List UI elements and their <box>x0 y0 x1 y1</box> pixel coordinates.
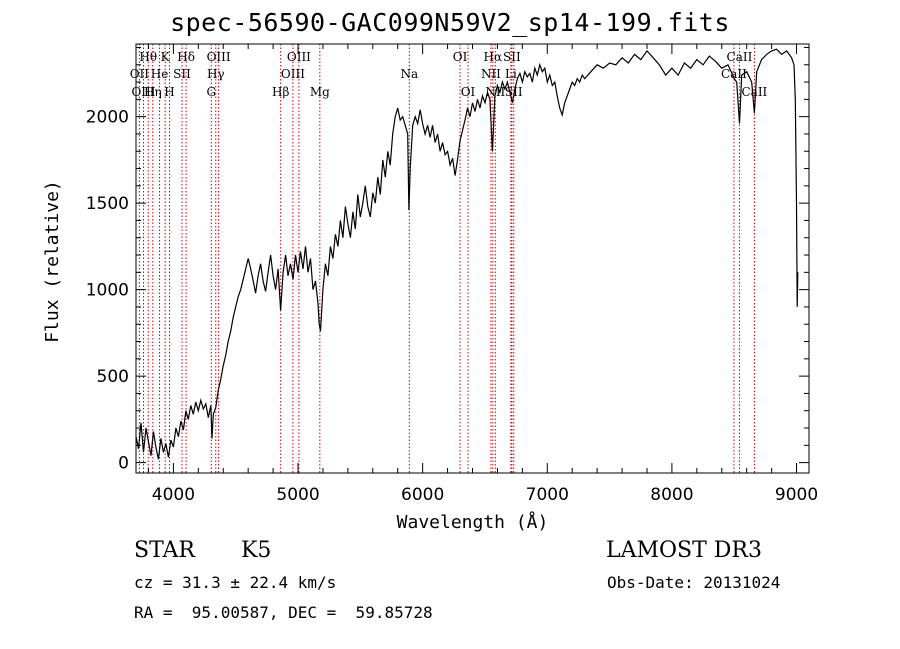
line-label-0: Hθ <box>139 50 157 64</box>
chart-title: spec-56590-GAC099N59V2_sp14-199.fits <box>170 8 730 37</box>
plot-frame <box>135 43 810 474</box>
line-label-17: OI <box>453 50 468 64</box>
line-label-3: He <box>151 67 169 81</box>
survey-name: LAMOST DR3 <box>606 538 762 563</box>
y-tick-label: 500 <box>97 367 129 387</box>
y-tick-label: 2000 <box>86 108 129 128</box>
y-axis-label: Flux (relative) <box>42 180 63 343</box>
x-tick-label: 6000 <box>401 485 444 505</box>
line-label-23: SII <box>503 50 521 64</box>
y-tick-label: 0 <box>118 454 129 474</box>
y-tick-label: 1500 <box>86 194 129 214</box>
y-tick-label: 1000 <box>86 281 129 301</box>
line-label-13: OIII <box>287 50 311 64</box>
redshift-text: cz = 31.3 ± 22.4 km/s <box>134 573 337 592</box>
x-tick-label: 9000 <box>775 485 818 505</box>
line-label-18: OI <box>461 85 476 99</box>
x-tick-label: 4000 <box>152 485 195 505</box>
coordinates-text: RA = 95.00587, DEC = 59.85728 <box>134 603 433 622</box>
object-subclass: K5 <box>241 538 272 563</box>
line-label-7: H <box>164 85 174 99</box>
line-label-4: Hη <box>144 85 162 99</box>
line-label-14: OIII <box>281 67 305 81</box>
line-label-15: Mg <box>310 85 330 99</box>
line-label-6: SII <box>173 67 191 81</box>
x-tick-label: 7000 <box>526 485 569 505</box>
spectrum-line <box>135 48 799 460</box>
line-label-16: Na <box>400 67 418 81</box>
x-tick-label: 8000 <box>650 485 693 505</box>
x-tick-label: 5000 <box>276 485 319 505</box>
x-axis-label: Wavelength (Å) <box>397 511 549 533</box>
line-label-20: NII <box>481 67 501 81</box>
line-label-25: CaII <box>727 50 753 64</box>
line-label-10: Hγ <box>207 67 225 81</box>
line-label-26: CaII <box>721 67 747 81</box>
line-label-11: G <box>206 85 216 99</box>
object-class: STAR <box>134 538 195 563</box>
line-label-8: Hδ <box>177 50 195 64</box>
observation-date: Obs-Date: 20131024 <box>607 573 781 592</box>
line-label-12: Hβ <box>272 85 289 99</box>
line-label-19: Hα <box>484 50 503 64</box>
line-label-9: OIII <box>207 50 231 64</box>
line-label-27: CaII <box>741 85 767 99</box>
line-label-1: OII <box>130 67 150 81</box>
line-label-22: Li <box>505 67 517 81</box>
line-label-5: K <box>161 50 171 64</box>
line-label-2: OIII <box>131 85 155 99</box>
